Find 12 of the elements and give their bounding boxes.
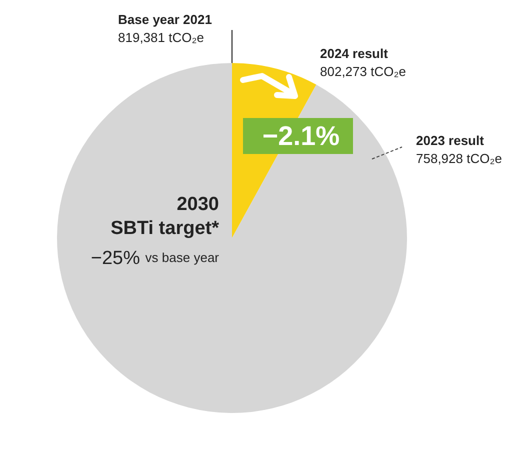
- pie-slice: [57, 63, 407, 413]
- text: 802,273 tCO₂e: [320, 64, 406, 79]
- text: 2023 result: [416, 133, 485, 148]
- text: 2030: [176, 194, 219, 215]
- text: −2.1%: [262, 121, 340, 151]
- text: 819,381 tCO₂e: [118, 30, 204, 45]
- text: vs base year: [145, 250, 220, 265]
- text: SBTi target*: [110, 218, 220, 239]
- text: Base year 2021: [118, 12, 212, 27]
- text: −25%: [90, 248, 140, 269]
- text: 2024 result: [320, 46, 389, 61]
- text: 758,928 tCO₂e: [416, 151, 502, 166]
